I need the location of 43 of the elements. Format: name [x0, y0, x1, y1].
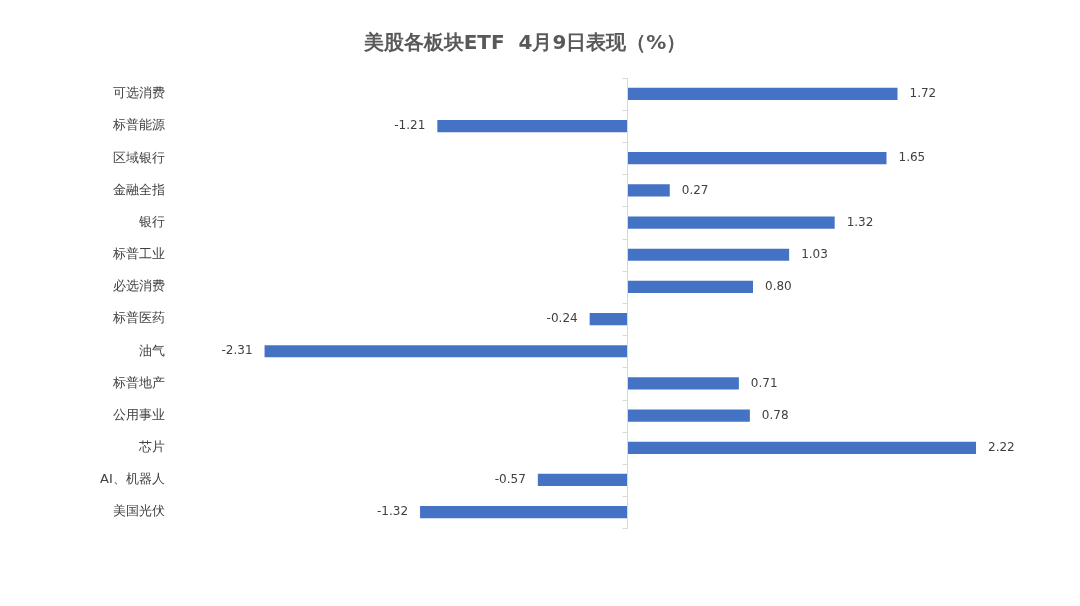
y-tick-label: 标普工业: [111, 246, 165, 262]
data-label: -0.24: [546, 311, 578, 326]
y-tick-label: 芯片: [137, 439, 165, 455]
y-tick-label: 油气: [138, 342, 165, 358]
data-label: 1.03: [801, 246, 828, 261]
y-tick-label: 银行: [137, 213, 165, 229]
data-label: 0.78: [761, 407, 789, 422]
y-tick-label: 标普能源: [111, 117, 165, 133]
data-label: 1.72: [909, 86, 937, 101]
data-label: 2.22: [988, 439, 1015, 454]
data-label: -1.21: [394, 118, 426, 133]
bar: [420, 506, 628, 519]
chart-title: 美股各板块ETF 4月9日表现（%）: [362, 30, 687, 54]
data-label: 1.65: [898, 150, 926, 165]
data-label: -2.31: [221, 343, 253, 358]
y-tick-label: AI、机器人: [99, 471, 165, 487]
y-tick-label: 标普医药: [111, 310, 165, 326]
y-tick-label: 区域银行: [112, 149, 165, 165]
y-tick-label: 必选消费: [112, 278, 165, 294]
bar: [627, 441, 977, 454]
bar: [627, 216, 835, 229]
bar: [627, 377, 739, 390]
bar: [627, 248, 790, 261]
bar: [627, 152, 887, 165]
y-tick-label: 公用事业: [112, 406, 165, 422]
bar: [627, 87, 898, 100]
data-label: 0.71: [750, 375, 778, 390]
y-tick-label: 美国光伏: [112, 503, 165, 519]
bar: [264, 345, 628, 358]
data-label: -1.32: [376, 504, 409, 519]
bar: [627, 184, 670, 197]
y-tick-label: 金融全指: [112, 181, 165, 197]
y-tick-label: 可选消费: [112, 85, 165, 101]
bar: [627, 280, 754, 294]
y-tick-label: 标普地产: [111, 374, 165, 390]
bar: [627, 409, 750, 422]
bar: [589, 312, 628, 326]
data-label: 0.80: [765, 279, 792, 294]
data-label: 0.27: [681, 182, 709, 197]
data-label: 1.32: [846, 214, 874, 229]
data-label: -0.57: [494, 472, 526, 487]
bar: [437, 119, 628, 133]
bar: [537, 473, 628, 487]
